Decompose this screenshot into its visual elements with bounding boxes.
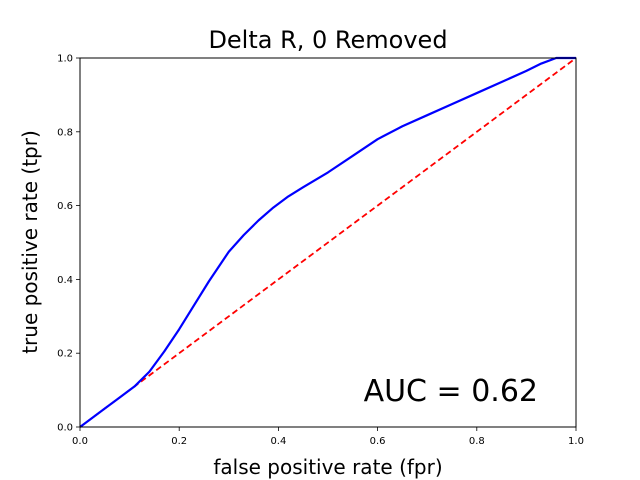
- chart-title: Delta R, 0 Removed: [208, 26, 447, 54]
- y-tick-label: 0.0: [57, 423, 73, 434]
- y-axis-label: true positive rate (tpr): [18, 130, 42, 354]
- auc-annotation: AUC = 0.62: [364, 374, 538, 409]
- axis-ticks: 0.0 0.2 0.4 0.6 0.8 1.0 0.0 0.2 0.4 0.6 0.8 1.0: [57, 54, 584, 448]
- x-tick-label: 0.6: [370, 436, 386, 447]
- y-tick-label: 0.8: [57, 127, 73, 138]
- y-tick-label: 1.0: [57, 54, 73, 65]
- plot-frame: [79, 57, 577, 428]
- x-tick-label: 0.8: [469, 436, 485, 447]
- y-tick-label: 0.2: [57, 349, 73, 360]
- x-tick-label: 0.2: [171, 436, 187, 447]
- x-axis-label: false positive rate (fpr): [213, 455, 442, 479]
- y-tick-label: 0.6: [57, 201, 73, 212]
- chance-line: [79, 57, 577, 428]
- roc-curve: [79, 56, 576, 428]
- x-tick-label: 0.0: [72, 436, 88, 447]
- plot-area: [79, 56, 577, 428]
- x-tick-label: 1.0: [568, 436, 584, 447]
- x-tick-label: 0.4: [270, 436, 286, 447]
- y-tick-label: 0.4: [57, 275, 73, 286]
